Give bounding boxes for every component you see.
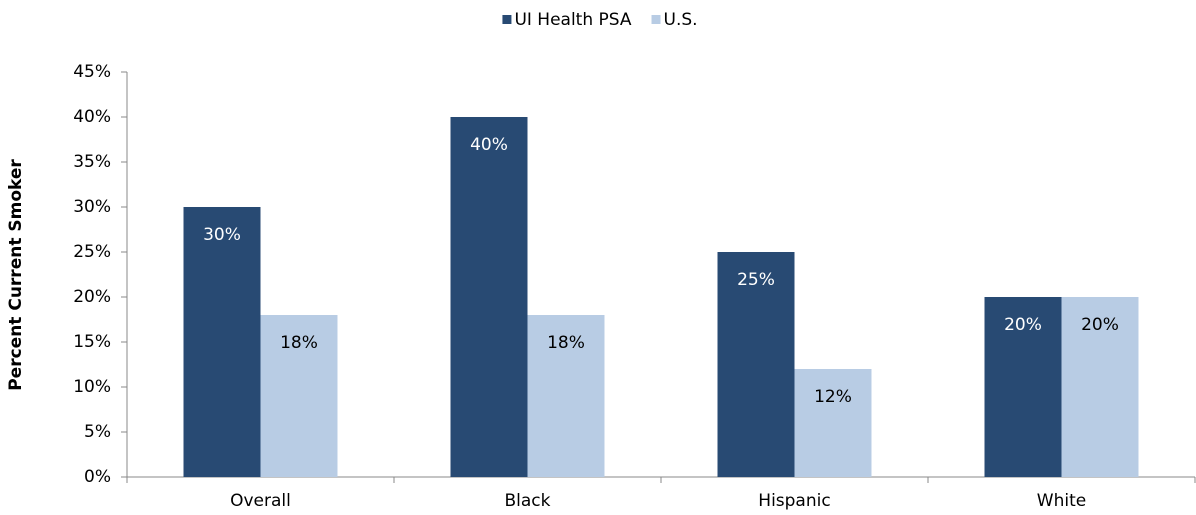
bar xyxy=(260,315,338,477)
bar xyxy=(1061,297,1139,477)
y-tick-label: 40% xyxy=(73,107,111,127)
value-label: 18% xyxy=(280,333,318,353)
y-tick-label: 30% xyxy=(73,197,111,217)
bar xyxy=(984,297,1062,477)
bar xyxy=(183,207,261,477)
bar xyxy=(450,117,528,477)
legend-swatch xyxy=(651,15,661,24)
legend-label: UI Health PSA xyxy=(514,10,631,30)
value-label: 18% xyxy=(547,333,585,353)
value-label: 30% xyxy=(203,225,241,245)
y-axis-title: Percent Current Smoker xyxy=(6,159,26,391)
legend-item: UI Health PSA xyxy=(502,10,632,30)
bar xyxy=(717,252,795,477)
y-tick-label: 45% xyxy=(73,62,111,82)
legend-item: U.S. xyxy=(651,10,698,30)
y-tick-label: 10% xyxy=(73,377,111,397)
value-label: 20% xyxy=(1081,315,1119,335)
legend-swatch xyxy=(502,15,512,24)
y-tick-label: 25% xyxy=(73,242,111,262)
y-tick-label: 0% xyxy=(84,467,111,487)
y-tick-label: 35% xyxy=(73,152,111,172)
value-label: 40% xyxy=(470,135,508,155)
x-tick-label: White xyxy=(1037,491,1086,511)
x-tick-label: Hispanic xyxy=(758,491,830,511)
x-tick-label: Overall xyxy=(230,491,291,511)
value-label: 25% xyxy=(737,270,775,290)
x-tick-label: Black xyxy=(505,491,551,511)
bar xyxy=(527,315,605,477)
y-tick-label: 15% xyxy=(73,332,111,352)
bar xyxy=(794,369,872,477)
value-label: 20% xyxy=(1004,315,1042,335)
value-label: 12% xyxy=(814,387,852,407)
legend-label: U.S. xyxy=(664,10,698,30)
y-tick-label: 20% xyxy=(73,287,111,307)
y-tick-label: 5% xyxy=(84,422,111,442)
